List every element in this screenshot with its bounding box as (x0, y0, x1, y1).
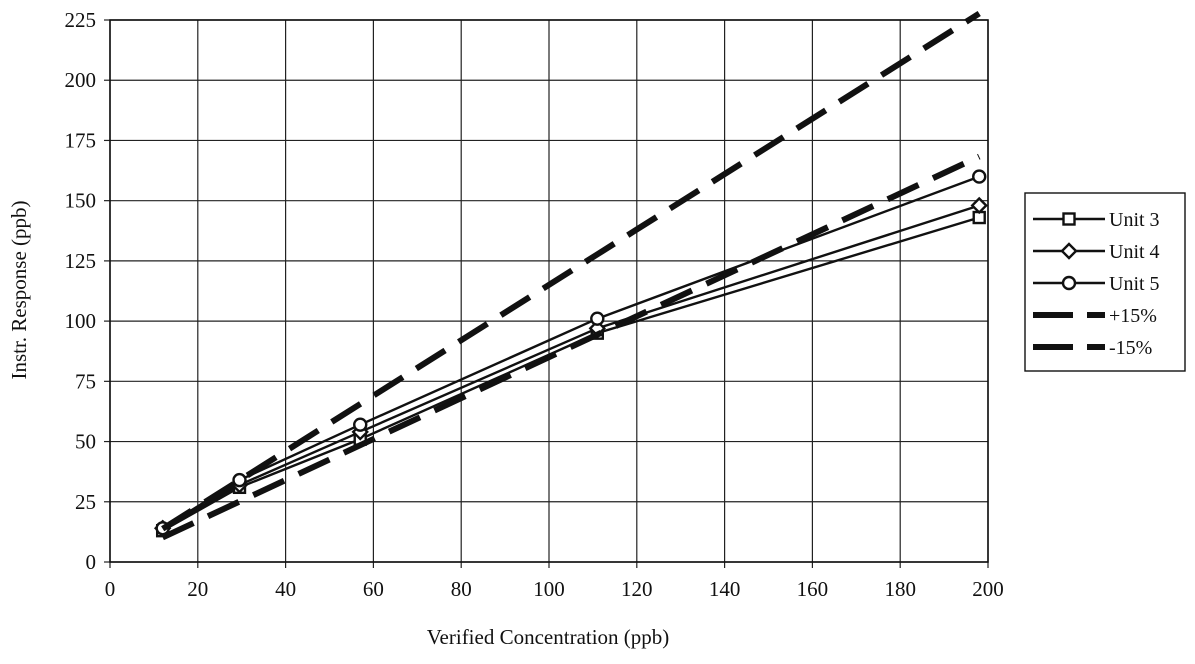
y-tick-label: 150 (65, 189, 97, 213)
y-tick-label: 0 (86, 550, 97, 574)
x-tick-label: 200 (972, 577, 1004, 601)
x-tick-label: 60 (363, 577, 384, 601)
x-tick-label: 180 (884, 577, 916, 601)
y-tick-label: 50 (75, 430, 96, 454)
legend-label: -15% (1109, 337, 1152, 359)
y-tick-label: 200 (65, 68, 97, 92)
series-line (161, 10, 981, 532)
data-point-diamond (970, 196, 988, 215)
x-tick-label: 160 (797, 577, 829, 601)
axes: 0 20 40 60 80 100 120 140 160 180 200 0 25 50 75 100 125… (65, 8, 1004, 601)
x-tick-label: 140 (709, 577, 741, 601)
legend-marker-circle (1061, 275, 1077, 291)
legend-label: Unit 5 (1109, 273, 1160, 295)
y-axis-title: Instr. Response (ppb) (7, 200, 31, 379)
y-tick-label: 225 (65, 8, 97, 32)
y-tick-label: 25 (75, 490, 96, 514)
series-line (161, 153, 981, 541)
data-point-circle (232, 472, 247, 488)
legend-label: Unit 4 (1109, 241, 1160, 263)
y-tick-label: 100 (65, 309, 97, 333)
series-15 (161, 10, 981, 532)
legend-marker-diamond (1060, 242, 1078, 260)
y-tick-label: 75 (75, 369, 96, 393)
series-layer (153, 10, 988, 541)
legend-marker-square (1062, 212, 1076, 226)
legend-label: Unit 3 (1109, 209, 1160, 231)
y-tick-label: 175 (65, 128, 97, 152)
x-tick-label: 120 (621, 577, 653, 601)
legend-label: +15% (1109, 305, 1157, 327)
series-15 (161, 153, 981, 541)
legend: Unit 3 Unit 4 Unit 5 +15% -15% (1024, 192, 1186, 372)
data-point-circle (353, 417, 368, 432)
plot-area-border (109, 19, 989, 563)
x-tick-label: 20 (187, 577, 208, 601)
x-tick-label: 80 (451, 577, 472, 601)
y-tick-label: 125 (65, 249, 97, 273)
x-tick-label: 100 (533, 577, 565, 601)
x-tick-label: 0 (105, 577, 116, 601)
x-axis-title: Verified Concentration (ppb) (427, 625, 670, 649)
data-point-circle (972, 169, 987, 184)
x-tick-label: 40 (275, 577, 296, 601)
data-point-circle (590, 311, 605, 326)
